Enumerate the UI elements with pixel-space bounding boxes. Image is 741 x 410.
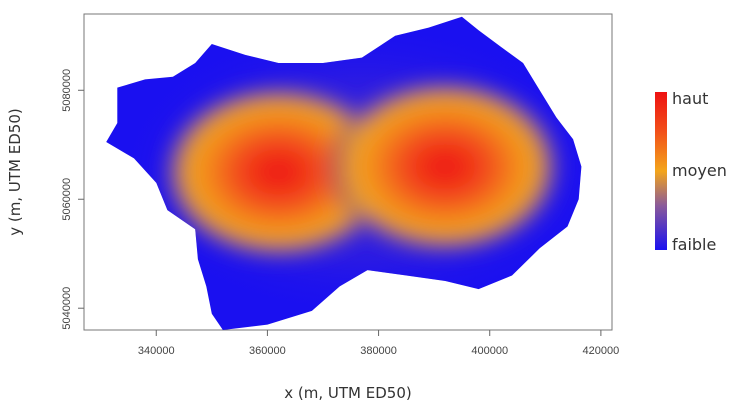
color-legend: haut moyen faible: [655, 89, 727, 254]
heatmap-peak-right: [325, 76, 566, 257]
legend-label-low: faible: [672, 235, 716, 254]
y-tick-label: 5060000: [61, 178, 73, 221]
legend-colorbar: [655, 92, 667, 250]
x-tick-label: 340000: [138, 345, 175, 357]
x-tick-label: 380000: [360, 345, 397, 357]
x-axis: 340000 360000 380000 400000 420000: [138, 330, 619, 357]
y-axis: 5040000 5060000 5080000: [61, 69, 84, 330]
legend-label-high: haut: [672, 89, 708, 108]
y-tick-label: 5040000: [61, 287, 73, 330]
x-axis-title: x (m, UTM ED50): [284, 384, 411, 402]
legend-label-mid: moyen: [672, 161, 727, 180]
y-axis-title: y (m, UTM ED50): [6, 108, 24, 235]
x-tick-label: 420000: [583, 345, 620, 357]
x-tick-label: 360000: [249, 345, 286, 357]
x-tick-label: 400000: [471, 345, 508, 357]
y-tick-label: 5080000: [61, 69, 73, 112]
